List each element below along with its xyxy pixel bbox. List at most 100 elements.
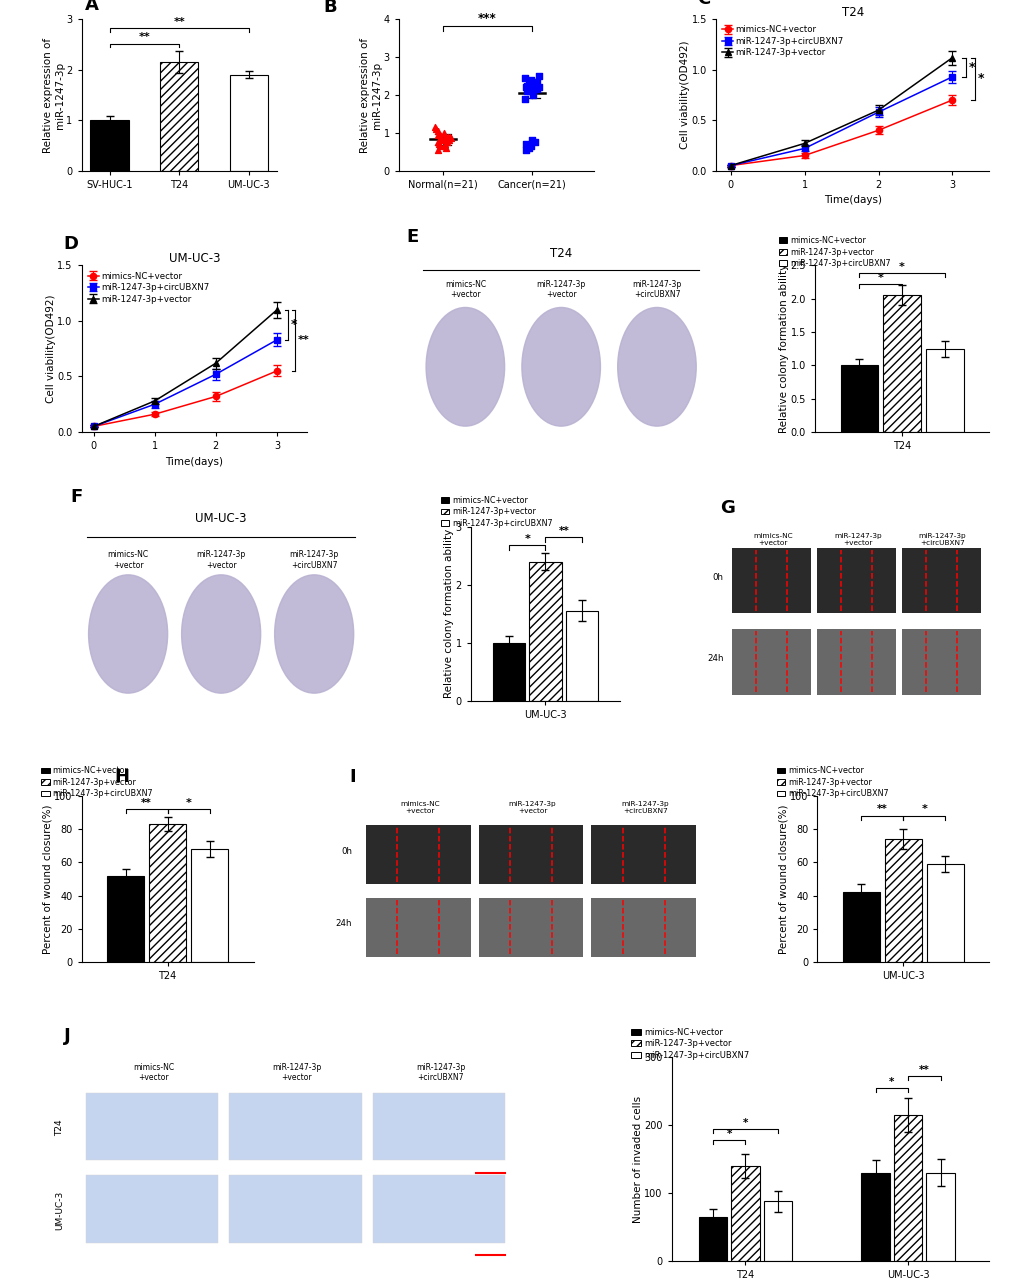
Text: I: I [350, 768, 356, 786]
Bar [229, 1175, 361, 1243]
Point [524, 71, 540, 91]
Text: 24h: 24h [706, 654, 722, 663]
Bar [591, 825, 696, 884]
Bar [366, 897, 470, 956]
Bar [373, 1093, 504, 1161]
Y-axis label: Relative colony formation ability: Relative colony formation ability [779, 264, 789, 434]
X-axis label: Time(days): Time(days) [822, 196, 880, 205]
Point [523, 135, 539, 156]
Y-axis label: Relative expression of
miR-1247-3p: Relative expression of miR-1247-3p [360, 37, 382, 153]
Point [431, 125, 447, 145]
Point [429, 139, 445, 160]
Bar [492, 642, 525, 701]
Text: miR-1247-3p
+circUBXN7: miR-1247-3p +circUBXN7 [289, 551, 338, 570]
Point [436, 135, 452, 156]
Legend: mimics-NC+vector, miR-1247-3p+circUBXN7, miR-1247-3p+vector: mimics-NC+vector, miR-1247-3p+circUBXN7,… [86, 270, 211, 305]
Point [429, 121, 445, 142]
Text: mimics-NC
+vector: mimics-NC +vector [752, 533, 792, 546]
Text: D: D [63, 234, 78, 252]
Text: *: * [968, 60, 974, 73]
Text: *: * [185, 798, 192, 808]
Bar [816, 629, 895, 695]
Y-axis label: Number of invaded cells: Number of invaded cells [632, 1095, 642, 1223]
Y-axis label: Cell viability(OD492): Cell viability(OD492) [680, 41, 690, 149]
Point [519, 75, 535, 95]
Bar [86, 1093, 218, 1161]
Text: *: * [899, 263, 904, 273]
Text: *: * [877, 273, 882, 283]
Legend: mimics-NC+vector, miR-1247-3p+vector, miR-1247-3p+circUBXN7: mimics-NC+vector, miR-1247-3p+vector, mi… [38, 763, 156, 802]
Legend: mimics-NC+vector, miR-1247-3p+vector, miR-1247-3p+circUBXN7: mimics-NC+vector, miR-1247-3p+vector, mi… [774, 233, 893, 272]
Legend: mimics-NC+vector, miR-1247-3p+vector, miR-1247-3p+circUBXN7: mimics-NC+vector, miR-1247-3p+vector, mi… [628, 1024, 752, 1063]
Point [427, 117, 443, 138]
Point [525, 73, 541, 94]
Text: 0h: 0h [341, 847, 352, 856]
Y-axis label: Cell viability(OD492): Cell viability(OD492) [46, 295, 56, 403]
Text: ***: *** [478, 13, 496, 26]
Point [429, 125, 445, 145]
Point [431, 135, 447, 156]
Point [517, 134, 533, 154]
Bar [373, 1175, 504, 1243]
Text: mimics-NC
+vector: mimics-NC +vector [132, 1063, 174, 1082]
Point [435, 122, 451, 143]
Text: miR-1247-3p
+vector: miR-1247-3p +vector [536, 281, 585, 300]
Bar [229, 75, 268, 171]
Point [428, 118, 444, 139]
Text: **: ** [141, 798, 152, 808]
Text: miR-1247-3p
+circUBXN7: miR-1247-3p +circUBXN7 [632, 281, 681, 300]
Bar [840, 366, 877, 432]
Text: T24: T24 [549, 247, 572, 260]
Bar [478, 897, 583, 956]
Bar [591, 897, 696, 956]
Ellipse shape [89, 575, 167, 694]
Text: miR-1247-3p
+vector: miR-1247-3p +vector [272, 1063, 321, 1082]
Ellipse shape [426, 308, 504, 426]
Bar [566, 611, 597, 701]
Bar [816, 548, 895, 614]
Text: miR-1247-3p
+circUBXN7: miR-1247-3p +circUBXN7 [621, 801, 668, 813]
Text: **: ** [298, 336, 309, 345]
Text: UM-UC-3: UM-UC-3 [55, 1190, 64, 1229]
Ellipse shape [181, 575, 261, 694]
Text: *: * [976, 72, 983, 85]
Point [520, 73, 536, 94]
Text: mimics-NC
+vector: mimics-NC +vector [444, 281, 485, 300]
Point [517, 89, 533, 109]
Bar [731, 1166, 759, 1261]
Text: C: C [697, 0, 710, 8]
Legend: mimics-NC+vector, miR-1247-3p+circUBXN7, miR-1247-3p+vector: mimics-NC+vector, miR-1247-3p+circUBXN7,… [719, 23, 845, 59]
Legend: mimics-NC+vector, miR-1247-3p+vector, miR-1247-3p+circUBXN7: mimics-NC+vector, miR-1247-3p+vector, mi… [772, 763, 891, 802]
Text: miR-1247-3p
+circUBXN7: miR-1247-3p +circUBXN7 [416, 1063, 465, 1082]
Point [436, 134, 452, 154]
Bar [529, 561, 561, 701]
Bar [732, 548, 810, 614]
Text: E: E [406, 228, 418, 246]
Title: UM-UC-3: UM-UC-3 [168, 252, 220, 265]
Point [523, 69, 539, 90]
Point [528, 79, 544, 99]
Text: miR-1247-3p
+vector: miR-1247-3p +vector [197, 551, 246, 570]
Text: *: * [920, 804, 926, 815]
Bar [107, 875, 144, 963]
Bar [698, 1218, 727, 1261]
Text: miR-1247-3p
+vector: miR-1247-3p +vector [834, 533, 880, 546]
Text: *: * [524, 534, 530, 544]
Point [442, 126, 459, 147]
Text: mimics-NC
+vector: mimics-NC +vector [107, 551, 149, 570]
Text: G: G [719, 499, 734, 517]
Title: T24: T24 [841, 6, 863, 19]
Bar [893, 1115, 921, 1261]
Point [518, 139, 534, 160]
Text: **: ** [557, 526, 569, 535]
Bar [842, 892, 879, 963]
Point [429, 133, 445, 153]
Bar [91, 120, 128, 171]
Ellipse shape [274, 575, 354, 694]
Bar [366, 825, 470, 884]
Y-axis label: Relative expression of
miR-1247-3p: Relative expression of miR-1247-3p [43, 37, 65, 153]
Point [526, 133, 542, 153]
Point [440, 126, 457, 147]
Point [442, 129, 459, 149]
Bar [763, 1201, 792, 1261]
